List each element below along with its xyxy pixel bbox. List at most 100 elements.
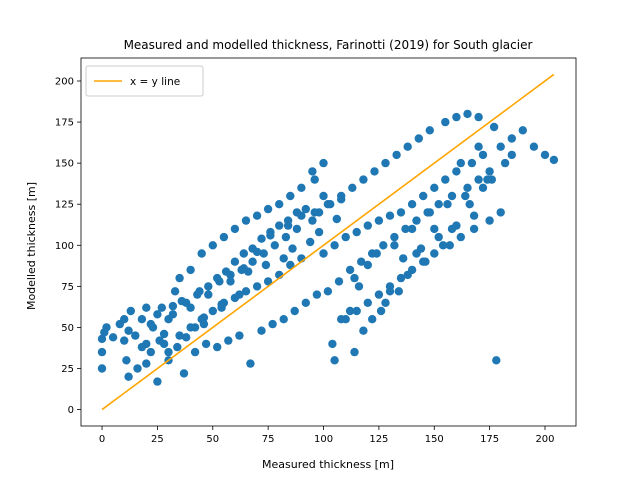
data-point [363, 221, 372, 230]
data-point [434, 200, 443, 209]
y-tick-label: 150 [55, 159, 74, 170]
data-point [394, 287, 403, 296]
data-point [263, 277, 273, 286]
y-tick-label: 100 [55, 241, 74, 252]
data-point [376, 306, 386, 316]
data-point [319, 191, 328, 201]
data-point [412, 216, 421, 225]
data-point [252, 211, 262, 220]
data-point [108, 333, 118, 342]
data-point [399, 254, 408, 263]
data-point [270, 241, 279, 250]
data-point [430, 183, 439, 192]
data-point [204, 282, 213, 291]
identity-line [101, 73, 555, 411]
data-point [137, 315, 147, 324]
data-point [385, 211, 395, 220]
legend-box [85, 65, 204, 97]
data-point [385, 287, 395, 296]
data-point [308, 167, 317, 176]
data-point [330, 241, 339, 250]
data-point [507, 150, 516, 160]
data-point [186, 265, 195, 275]
data-point [359, 175, 368, 184]
data-point [297, 211, 306, 220]
data-point [190, 347, 200, 357]
x-tick-label: 200 [535, 434, 554, 445]
legend-label: x = y line [130, 76, 180, 88]
data-point [407, 224, 417, 234]
data-point [390, 241, 399, 250]
data-point [447, 224, 457, 234]
data-point [146, 347, 155, 357]
plot-area [97, 73, 559, 411]
data-point [179, 369, 189, 378]
data-point [221, 267, 231, 276]
data-point [467, 158, 477, 168]
data-point [478, 150, 488, 160]
data-point [540, 150, 550, 160]
data-point [478, 183, 488, 192]
data-point [279, 254, 288, 263]
data-point [390, 232, 399, 242]
data-point [352, 306, 361, 316]
data-point [142, 303, 151, 312]
data-point [235, 331, 244, 340]
data-point [456, 232, 465, 242]
data-point [348, 183, 357, 192]
axes-frame [80, 57, 577, 427]
data-point [268, 319, 277, 329]
data-point [374, 290, 384, 299]
data-point [201, 339, 211, 349]
x-tick-label: 175 [480, 434, 499, 445]
y-tick-label: 75 [61, 282, 74, 293]
data-point [319, 249, 328, 258]
data-point [352, 227, 361, 237]
data-point [363, 260, 372, 270]
data-point [257, 234, 266, 243]
data-point [173, 342, 182, 352]
data-point [323, 287, 333, 296]
data-point [434, 232, 443, 242]
data-point [279, 315, 288, 324]
x-tick-label: 0 [99, 434, 105, 445]
data-point [199, 319, 209, 329]
data-point [275, 200, 284, 209]
data-point [379, 241, 388, 250]
data-point [241, 287, 251, 296]
data-point [392, 150, 401, 160]
data-point [456, 158, 465, 168]
data-point [452, 167, 461, 176]
data-point [120, 315, 129, 324]
data-point [290, 306, 299, 316]
data-point [241, 216, 251, 225]
data-point [288, 244, 297, 253]
data-point [182, 333, 191, 342]
data-point [425, 208, 434, 217]
data-point [334, 277, 344, 286]
data-point [301, 298, 310, 307]
data-point [323, 200, 333, 209]
data-point [308, 216, 317, 225]
data-point [492, 356, 501, 365]
data-point [463, 109, 472, 119]
data-point [381, 298, 390, 307]
data-point [124, 372, 133, 381]
data-point [239, 249, 248, 258]
data-point [407, 200, 417, 209]
data-point [239, 264, 248, 273]
data-point [199, 313, 209, 322]
chart-title: Measured and modelled thickness, Farinot… [124, 38, 533, 52]
data-point [403, 142, 412, 151]
data-point [357, 257, 366, 266]
data-point [175, 331, 184, 340]
data-point [414, 134, 423, 143]
data-point [230, 224, 240, 234]
data-point [155, 336, 164, 345]
y-axis-label: Modelled thickness [m] [25, 182, 38, 310]
x-axis-label: Measured thickness [m] [262, 458, 394, 471]
data-point [396, 273, 406, 283]
data-point [153, 310, 162, 319]
data-point [306, 237, 315, 247]
